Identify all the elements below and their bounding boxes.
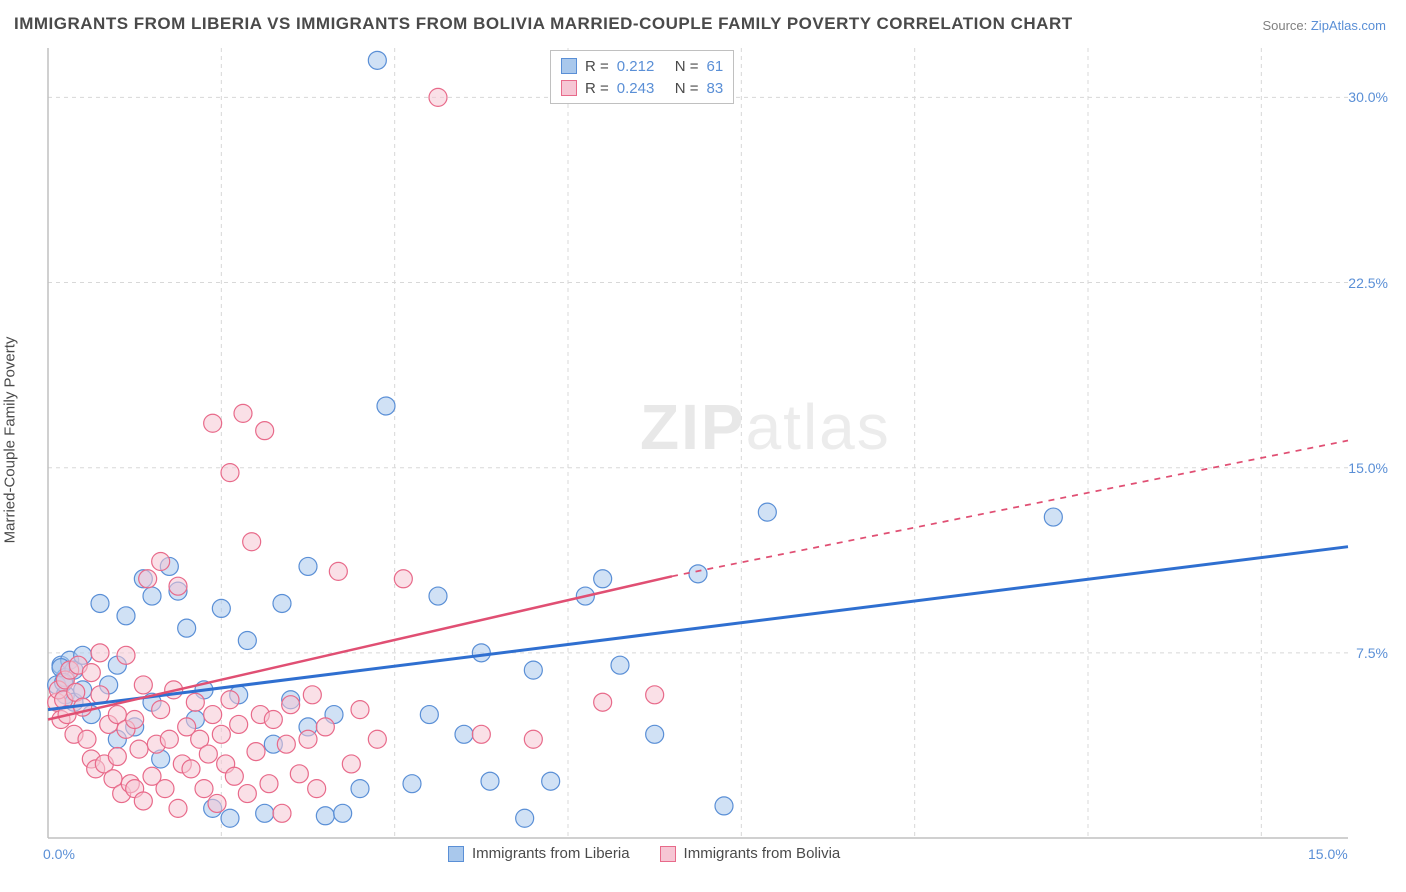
n-value: 83 <box>707 80 724 97</box>
n-label: N = <box>675 58 699 75</box>
legend-swatch <box>660 846 676 862</box>
n-value: 61 <box>707 58 724 75</box>
x-tick-label: 0.0% <box>43 846 75 862</box>
legend-stats-row: R = 0.212 N = 61 <box>561 55 723 77</box>
legend-label: Immigrants from Liberia <box>472 845 630 862</box>
legend-stats-row: R = 0.243 N = 83 <box>561 77 723 99</box>
legend-swatch <box>448 846 464 862</box>
legend-item: Immigrants from Liberia <box>448 845 630 862</box>
r-value: 0.243 <box>617 80 667 97</box>
legend-item: Immigrants from Bolivia <box>660 845 841 862</box>
legend-label: Immigrants from Bolivia <box>684 845 841 862</box>
r-value: 0.212 <box>617 58 667 75</box>
legend-stats-box: R = 0.212 N = 61 R = 0.243 N = 83 <box>550 50 734 104</box>
scatter-plot <box>0 0 1406 892</box>
legend-swatch <box>561 80 577 96</box>
legend-swatch <box>561 58 577 74</box>
y-tick-label: 22.5% <box>1348 275 1388 291</box>
legend-bottom: Immigrants from Liberia Immigrants from B… <box>448 845 840 862</box>
n-label: N = <box>675 80 699 97</box>
y-tick-label: 15.0% <box>1348 460 1388 476</box>
y-tick-label: 30.0% <box>1348 89 1388 105</box>
r-label: R = <box>585 80 609 97</box>
x-tick-label: 15.0% <box>1308 846 1348 862</box>
r-label: R = <box>585 58 609 75</box>
y-tick-label: 7.5% <box>1356 645 1388 661</box>
